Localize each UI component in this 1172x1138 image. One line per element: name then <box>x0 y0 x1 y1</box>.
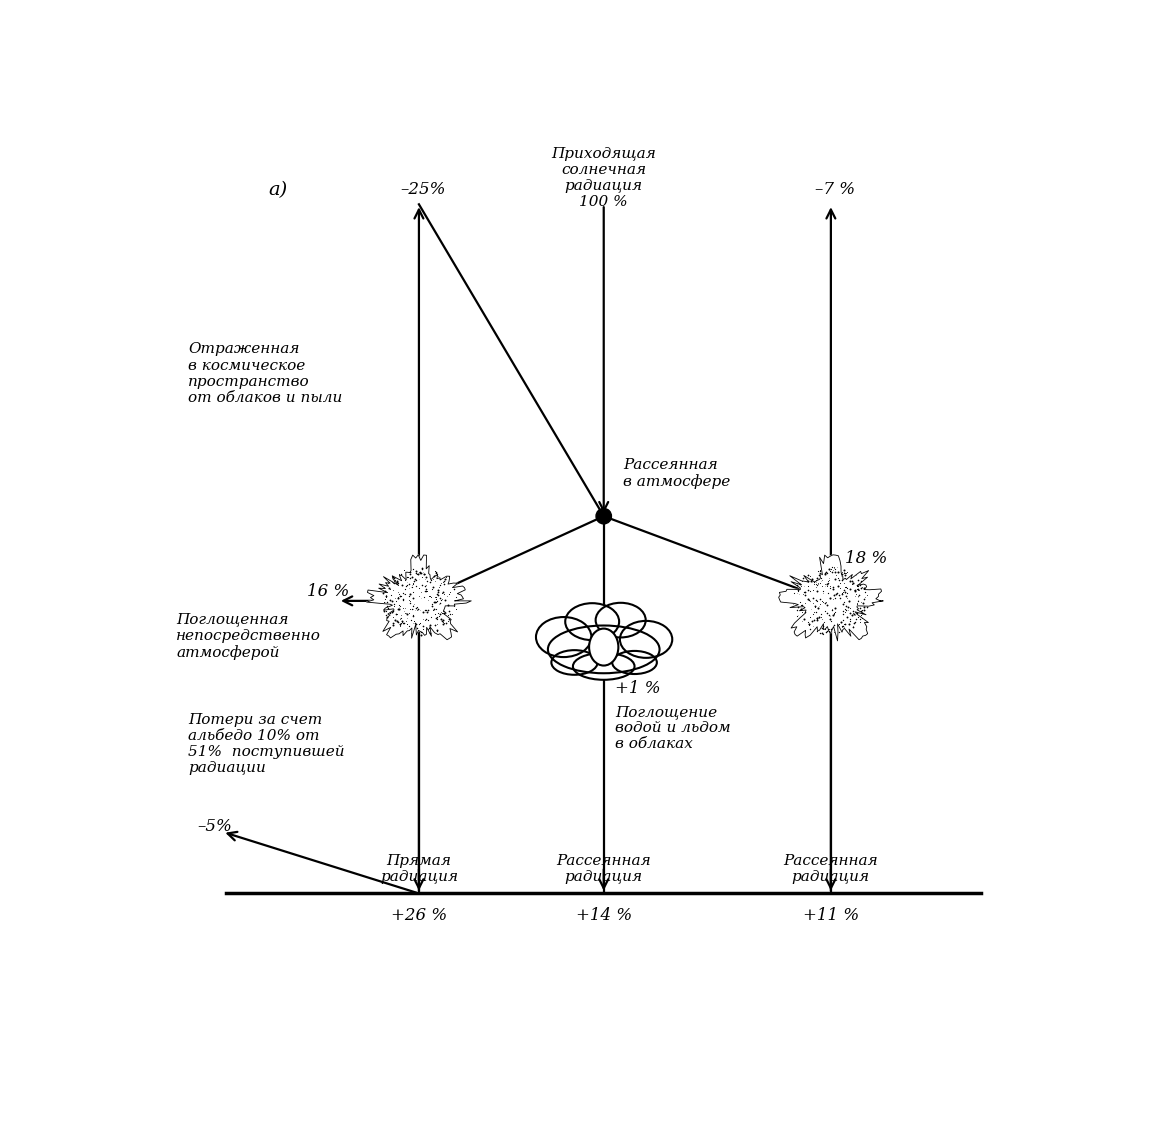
Text: +1 %: +1 % <box>615 681 661 698</box>
Text: Потери за счет
альбедо 10% от
51%  поступившей
радиации: Потери за счет альбедо 10% от 51% поступ… <box>188 712 345 775</box>
Ellipse shape <box>573 653 634 679</box>
Ellipse shape <box>590 628 619 666</box>
Text: Рассеянная
радиация: Рассеянная радиация <box>557 854 652 884</box>
Text: Приходящая
солнечная
радиация
100 %: Приходящая солнечная радиация 100 % <box>551 147 656 209</box>
Text: –25%: –25% <box>400 181 445 198</box>
Text: +26 %: +26 % <box>391 907 447 924</box>
Ellipse shape <box>595 603 646 637</box>
Ellipse shape <box>547 626 660 674</box>
Text: +14 %: +14 % <box>575 907 632 924</box>
Text: 16 %: 16 % <box>307 583 349 600</box>
Text: Поглощение
водой и льдом
в облаках: Поглощение водой и льдом в облаках <box>615 704 731 751</box>
Polygon shape <box>778 555 884 641</box>
Text: а): а) <box>268 181 288 199</box>
Ellipse shape <box>620 621 673 658</box>
Circle shape <box>597 509 612 523</box>
Ellipse shape <box>551 650 598 675</box>
Ellipse shape <box>536 617 592 657</box>
Text: Отраженная
в космическое
пространство
от облаков и пыли: Отраженная в космическое пространство от… <box>188 343 342 405</box>
Text: Рассеянная
в атмосфере: Рассеянная в атмосфере <box>624 459 730 489</box>
Ellipse shape <box>612 651 656 674</box>
Text: –5%: –5% <box>197 818 232 835</box>
Text: 18 %: 18 % <box>845 550 887 567</box>
Text: Поглощенная
непосредственно
атмосферой: Поглощенная непосредственно атмосферой <box>176 612 321 660</box>
Text: Рассеянная
радиация: Рассеянная радиация <box>784 854 878 884</box>
Polygon shape <box>367 555 471 640</box>
Text: +11 %: +11 % <box>803 907 859 924</box>
Text: Прямая
радиация: Прямая радиация <box>380 854 458 884</box>
Text: –7 %: –7 % <box>815 181 854 198</box>
Ellipse shape <box>565 603 619 641</box>
